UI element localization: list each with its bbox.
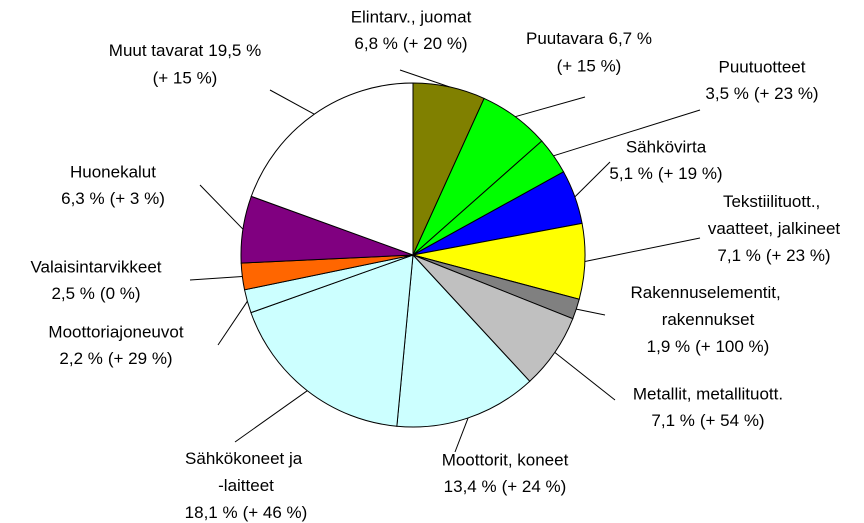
value-line: 18,1 % (+ 46 %) <box>185 503 308 522</box>
value-label: 13,4 % <box>444 477 497 496</box>
leader-line <box>234 390 308 443</box>
value-label: 7,1 % <box>717 246 760 265</box>
change-label: (+ 15 %) <box>153 68 218 87</box>
change-label: (+ 24 %) <box>502 477 567 496</box>
value-line: 7,1 % (+ 23 %) <box>717 246 830 265</box>
leader-line <box>269 89 315 115</box>
category-line: Sähkökoneet ja <box>185 449 307 468</box>
leader-line <box>554 352 616 401</box>
category-label: Moottorit, koneet <box>442 450 569 469</box>
value-label: 2,5 % <box>51 284 94 303</box>
category-label: Tekstiilituott., vaatteet, jalkineet <box>708 192 841 238</box>
value-label: 7,1 % <box>651 411 694 430</box>
slice-label: Puutavara 6,7 % <box>526 29 652 48</box>
leader-line <box>189 276 243 281</box>
slice-label: Muut tavarat 19,5 % <box>109 41 261 60</box>
value-line: 2,2 % (+ 29 %) <box>59 349 172 368</box>
value-line: 13,4 % (+ 24 %) <box>444 477 567 496</box>
value-label: 6,7 % <box>609 29 652 48</box>
category-label: Puutuotteet <box>719 57 806 76</box>
value-line: 3,5 % (+ 23 %) <box>705 84 818 103</box>
category-line: vaatteet, jalkineet <box>708 219 841 238</box>
value-line: 6,3 % (+ 3 %) <box>61 189 165 208</box>
category-label: Puutavara <box>526 29 604 48</box>
leader-line <box>454 417 469 453</box>
change-label: (+ 23 %) <box>766 246 831 265</box>
value-label: 19,5 % <box>208 41 261 60</box>
pie-slice <box>250 254 414 427</box>
value-line: 6,8 % (+ 20 %) <box>354 34 467 53</box>
category-label: Muut tavarat <box>109 41 204 60</box>
category-label: Rakennuselementit, rakennukset <box>631 283 786 329</box>
category-label: Moottoriajoneuvot <box>48 322 183 341</box>
category-label: Valaisintarvikkeet <box>30 257 161 276</box>
change-label: (+ 3 %) <box>110 189 165 208</box>
leader-line <box>553 109 701 157</box>
change-label: (+ 100 %) <box>695 337 769 356</box>
category-label: Huonekalut <box>70 162 156 181</box>
change-label: (+ 46 %) <box>243 503 308 522</box>
value-label: 6,8 % <box>354 34 397 53</box>
leader-line <box>574 161 611 198</box>
change-label: (+ 20 %) <box>403 34 468 53</box>
change-label: (+ 29 %) <box>108 349 173 368</box>
value-label: 5,1 % <box>609 164 652 183</box>
category-label: Sähkökoneet ja -laitteet <box>185 449 307 495</box>
value-line: 2,5 % (0 %) <box>51 284 140 303</box>
category-label: Sähkövirta <box>626 137 707 156</box>
leader-line <box>515 96 586 118</box>
category-label: Metallit, metallituott. <box>633 384 783 403</box>
value-label: 1,9 % <box>647 337 690 356</box>
value-line: 7,1 % (+ 54 %) <box>651 411 764 430</box>
value-label: 6,3 % <box>61 189 104 208</box>
value-label: 2,2 % <box>59 349 102 368</box>
value-label: 3,5 % <box>705 84 748 103</box>
change-label: (+ 23 %) <box>754 84 819 103</box>
change-label: (+ 19 %) <box>658 164 723 183</box>
change-label: (+ 54 %) <box>700 411 765 430</box>
leader-line <box>576 308 606 316</box>
change-label: (0 %) <box>100 284 141 303</box>
category-line: -laitteet <box>218 476 274 495</box>
pie-slice <box>396 253 531 428</box>
value-line: 5,1 % (+ 19 %) <box>609 164 722 183</box>
category-line: rakennukset <box>662 310 755 329</box>
leader-line <box>399 69 450 88</box>
category-line: Tekstiilituott., <box>723 192 825 211</box>
leader-line <box>584 237 701 262</box>
category-label: Elintarv., juomat <box>351 7 472 26</box>
leader-line <box>199 184 244 230</box>
change-label: (+ 15 %) <box>557 56 622 75</box>
leader-line <box>217 301 248 346</box>
category-line: Rakennuselementit, <box>631 283 786 302</box>
value-line: 1,9 % (+ 100 %) <box>647 337 770 356</box>
value-label: 18,1 % <box>185 503 238 522</box>
